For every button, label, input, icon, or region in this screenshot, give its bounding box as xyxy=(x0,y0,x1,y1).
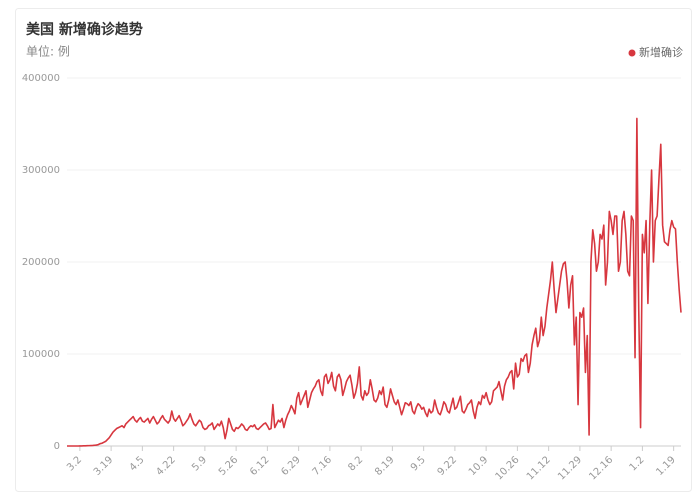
legend-label: 新增确诊 xyxy=(639,45,683,59)
card xyxy=(15,8,692,492)
data-line xyxy=(67,117,682,447)
y-tick-label: 200000 xyxy=(22,257,60,268)
legend-marker xyxy=(628,49,636,57)
chart-subtitle: 单位: 例 xyxy=(26,44,70,59)
y-tick-label: 400000 xyxy=(22,73,60,84)
legend: 新增确诊 xyxy=(628,45,683,59)
chart-title: 美国 新增确诊趋势 xyxy=(26,21,143,38)
y-tick-label: 300000 xyxy=(22,165,60,176)
y-tick-label: 100000 xyxy=(22,349,60,360)
y-tick-label: 0 xyxy=(54,441,60,452)
